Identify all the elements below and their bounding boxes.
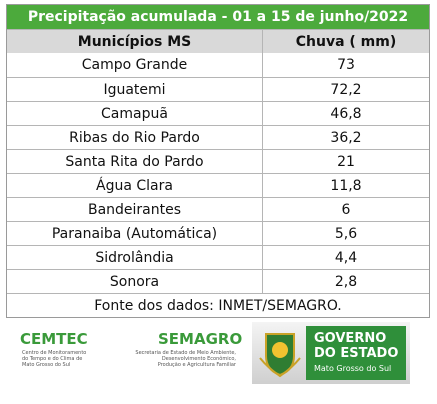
row: Sonora 2,8 [7,269,429,293]
text: Centro de Monitoramento [22,350,87,356]
text: Secretaria de Estado de Meio Ambiente, [135,350,236,356]
chuva: 21 [337,153,355,170]
chuva: 5,6 [334,225,358,242]
municipio: Iguatemi [7,78,263,101]
chuva: 36,2 [330,129,362,146]
text: Mato Grosso do Sul [22,362,71,368]
cemtec-logo: CEMTEC [20,330,88,348]
municipio: Paranaiba (Automática) [7,222,263,245]
row: Ribas do Rio Pardo 36,2 [7,125,429,149]
rows: Campo Grande 73 Iguatemi 72,2 Camapuã 46,8 Rib… [7,53,429,293]
semagro-subtitle: Secretaria de Estado de Meio Ambiente, D… [110,350,236,368]
chuva: 73 [337,57,355,73]
text: DO ESTADO [314,346,399,361]
row: Iguatemi 72,2 [7,77,429,101]
coat-of-arms [259,333,301,378]
header-row: Municípios MS Chuva ( mm) [7,29,429,53]
table: Precipitação acumulada - 01 a 15 de junh… [6,4,430,318]
text: Desenvolvimento Econômico, [161,356,236,362]
header-cell: Municípios MS [7,30,263,53]
chuva: 72,2 [330,81,362,98]
text: Produção e Agricultura Familiar [157,362,236,368]
row: Água Clara 11,8 [7,173,429,197]
municipio: Sidrolândia [7,246,263,269]
row: Paranaiba (Automática) 5,6 [7,221,429,245]
chuva: 6 [341,201,351,218]
chuva: 46,8 [330,105,362,122]
chuva: 4,4 [334,249,358,266]
governo-text: GOVERNO DO ESTADO [314,331,398,361]
municipio: Ribas do Rio Pardo [7,126,263,149]
chuva: 2,8 [334,273,358,290]
row: Campo Grande 73 [7,53,429,77]
governo-box: GOVERNO DO ESTADO Mato Grosso do Sul [306,326,406,380]
text: do Tempo e do Clima de [22,356,83,362]
cemtec-subtitle: Centro de Monitoramento do Tempo e do Cl… [22,350,86,368]
title: Precipitação acumulada - 01 a 15 de junh… [7,5,429,29]
text: GOVERNO [314,331,387,346]
semagro-logo: SEMAGRO [158,330,243,348]
state-text: Mato Grosso do Sul [314,364,392,373]
header-cell: Chuva ( mm) [295,33,397,50]
row: Camapuã 46,8 [7,101,429,125]
municipio: Sonora [7,270,263,293]
chuva: 11,8 [330,177,362,194]
row: Bandeirantes 6 [7,197,429,221]
municipio: Santa Rita do Pardo [7,150,263,173]
municipio: Campo Grande [7,53,263,77]
row: Sidrolândia 4,4 [7,245,429,269]
municipio: Camapuã [7,102,263,125]
row: Santa Rita do Pardo 21 [7,149,429,173]
municipio: Bandeirantes [7,198,263,221]
source-row: Fonte dos dados: INMET/SEMAGRO. [7,293,429,317]
source: Fonte dos dados: INMET/SEMAGRO. [94,297,342,314]
municipio: Água Clara [7,174,263,197]
